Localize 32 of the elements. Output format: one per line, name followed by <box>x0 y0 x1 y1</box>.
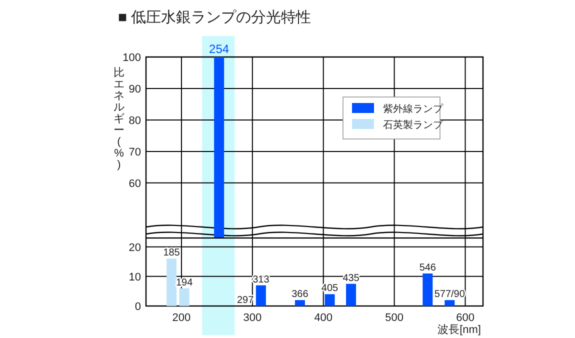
annotation: 366 <box>292 289 309 300</box>
text: 比エネルギー(%) <box>114 67 124 171</box>
bar <box>179 288 190 306</box>
bar <box>166 258 177 306</box>
x-tick-label: 300 <box>243 312 262 324</box>
bar <box>444 300 455 306</box>
annotation: 254 <box>209 42 230 56</box>
x-tick-label: 600 <box>456 312 474 324</box>
annotation: 577/90 <box>434 289 466 300</box>
bar <box>294 300 305 306</box>
bar <box>422 273 433 306</box>
y-tick-label: 10 <box>128 271 141 284</box>
y-tick-label: 90 <box>128 83 141 96</box>
annotation: 185 <box>163 248 180 259</box>
bar <box>324 294 335 306</box>
legend-label: 石英製ランプ <box>383 119 444 131</box>
annotation: 313 <box>252 274 270 286</box>
bar <box>346 284 356 306</box>
x-tick-label: 500 <box>385 312 404 324</box>
y-tick-label: 20 <box>128 242 141 254</box>
annotation: 546 <box>419 262 436 274</box>
y-tick-label: 70 <box>128 146 141 158</box>
y-tick-label: 0 <box>134 301 141 313</box>
x-tick-label: 200 <box>172 312 191 324</box>
bar <box>256 285 266 306</box>
chart-title: ■ 低圧水銀ランプの分光特性 <box>118 9 312 26</box>
y-tick-label: 60 <box>128 178 141 190</box>
y-tick-label: 100 <box>122 52 141 64</box>
x-axis-title: 波長[nm] <box>438 323 481 336</box>
x-tick-label: 400 <box>314 312 333 324</box>
y-tick-label: 80 <box>128 114 141 127</box>
legend-label: 紫外線ランプ <box>383 103 444 115</box>
